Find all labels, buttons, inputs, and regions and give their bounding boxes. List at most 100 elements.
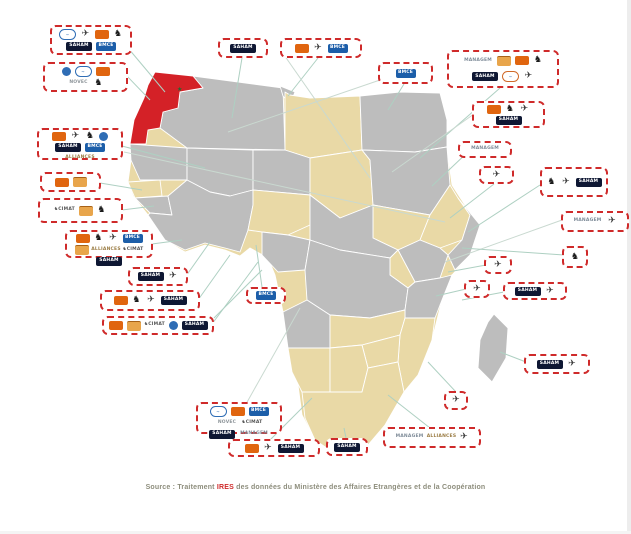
alliances-logo: ALLIANCES bbox=[91, 246, 121, 252]
ram-logo: ✈ bbox=[524, 71, 533, 82]
bcp-logo: ♞ bbox=[113, 29, 123, 39]
connector-line bbox=[444, 219, 563, 263]
connector-line bbox=[391, 113, 475, 173]
source-ires: IRES bbox=[216, 484, 234, 491]
company-box-b24: SAHAM ✈ bbox=[524, 354, 590, 374]
ram-logo: ✈ bbox=[608, 216, 616, 226]
company-box-b22: ✈ bbox=[464, 280, 490, 298]
company-box-b2: ∼ NOVEC ♞ bbox=[43, 62, 128, 92]
company-box-b26: MANAGEM ALLIANCES ✈ bbox=[383, 427, 481, 448]
company-box-b23: SAHAM ✈ bbox=[503, 282, 567, 300]
connector-line bbox=[467, 184, 541, 233]
ram-logo: ✈ bbox=[264, 442, 272, 453]
source-caption: Source : Traitement IRES des données du … bbox=[0, 484, 631, 491]
saham-logo: SAHAM bbox=[55, 143, 81, 152]
attijariwafa-logo bbox=[515, 56, 529, 66]
addoha-logo bbox=[75, 245, 89, 255]
company-box-b6: ♞ ✈ BMCE ALLIANCES ♞CIMAT SAHAM bbox=[65, 230, 153, 266]
page-edge-bottom bbox=[0, 531, 631, 534]
connector-line bbox=[427, 361, 457, 393]
company-box-b28: ✈ SAHAM bbox=[228, 439, 320, 457]
saham-logo: SAHAM bbox=[472, 72, 498, 82]
connector-line bbox=[449, 183, 495, 219]
company-box-b13: BMCE bbox=[378, 62, 433, 84]
attijariwafa-logo bbox=[108, 321, 123, 330]
company-box-b27: ∼ BMCE NOVEC ♞CIMAT SAHAM MANAGEM bbox=[196, 402, 282, 439]
saham-logo: SAHAM bbox=[66, 42, 92, 51]
connector-line bbox=[185, 241, 211, 277]
saham-logo: SAHAM bbox=[160, 296, 187, 305]
ram-logo: ✈ bbox=[562, 176, 570, 187]
connector-line bbox=[387, 83, 405, 111]
connector-line bbox=[123, 151, 446, 223]
bmce-logo: BMCE bbox=[256, 291, 276, 300]
attijariwafa-logo bbox=[294, 43, 309, 53]
bcp-logo: ♞ bbox=[132, 295, 141, 305]
ram-logo: ✈ bbox=[546, 285, 554, 296]
connector-line bbox=[343, 427, 347, 439]
company-box-b14: MANAGEM ♞ SAHAM ∼ ✈ bbox=[447, 50, 559, 88]
connector-line bbox=[419, 87, 501, 159]
bmce-logo: BMCE bbox=[96, 42, 116, 51]
bcp-logo: ♞ bbox=[547, 176, 556, 187]
company-box-b9: ♞CIMAT SAHAM bbox=[102, 316, 214, 335]
bmce-logo: BMCE bbox=[327, 43, 348, 53]
country-mauritania bbox=[129, 143, 188, 181]
saham-logo: SAHAM bbox=[96, 257, 122, 266]
company-box-b16: MANAGEM bbox=[458, 141, 512, 158]
managem-logo: MANAGEM bbox=[240, 431, 268, 437]
ram-logo: ✈ bbox=[452, 395, 460, 405]
connector-line bbox=[461, 247, 565, 256]
managem-logo: MANAGEM bbox=[395, 434, 424, 440]
ram-logo: ✈ bbox=[492, 169, 501, 180]
ram-logo: ✈ bbox=[147, 295, 155, 305]
morocco-flag-star-icon: ★ bbox=[177, 87, 183, 93]
company-box-b15: ♞ ✈ SAHAM bbox=[472, 101, 545, 128]
crest-logo bbox=[99, 132, 108, 141]
ram-logo: ✈ bbox=[520, 104, 529, 114]
connector-line bbox=[127, 47, 166, 93]
ram-logo: ✈ bbox=[494, 259, 502, 270]
attijariwafa-logo bbox=[244, 443, 259, 453]
connector-line bbox=[227, 79, 381, 133]
company-box-b20: ♞ bbox=[562, 246, 588, 268]
attijariwafa-logo bbox=[54, 177, 69, 187]
managem-logo: MANAGEM bbox=[471, 146, 499, 152]
connector-line bbox=[121, 205, 155, 211]
country-south-africa bbox=[301, 361, 405, 458]
country-morocco bbox=[129, 71, 204, 145]
bcp-logo: ♞ bbox=[97, 205, 106, 215]
company-box-b25: ✈ bbox=[444, 391, 468, 410]
company-box-b18: ♞ ✈ SAHAM bbox=[540, 167, 608, 197]
connector-line bbox=[447, 264, 487, 273]
bcp-logo: ♞ bbox=[94, 233, 103, 243]
attijariwafa-logo bbox=[113, 296, 128, 305]
cimat-logo: ♞CIMAT bbox=[144, 322, 165, 328]
attijariwafa-logo bbox=[95, 67, 110, 76]
saham-logo: SAHAM bbox=[230, 43, 256, 53]
saham-logo: SAHAM bbox=[209, 430, 235, 439]
connector-line bbox=[435, 288, 467, 297]
addoha-logo bbox=[78, 205, 93, 216]
saham-logo: SAHAM bbox=[536, 359, 563, 369]
company-box-b10: BMCE bbox=[246, 287, 286, 304]
connector-line bbox=[255, 244, 263, 288]
source-prefix: Source : Traitement bbox=[145, 484, 217, 491]
connector-line bbox=[99, 182, 143, 191]
novec-logo: NOVEC bbox=[217, 420, 237, 426]
connector-line bbox=[387, 394, 431, 429]
cimat-logo: ♞CIMAT bbox=[122, 246, 144, 252]
ram-logo: ✈ bbox=[314, 42, 322, 53]
connector-line bbox=[121, 145, 206, 169]
saham-logo: SAHAM bbox=[181, 321, 208, 330]
connector-line bbox=[211, 261, 259, 325]
swoosh-logo: ∼ bbox=[502, 71, 519, 83]
connector-line bbox=[125, 74, 151, 101]
managem-logo: MANAGEM bbox=[464, 57, 492, 63]
ram-logo: ✈ bbox=[460, 432, 468, 442]
cdg-logo: ∼ bbox=[209, 406, 227, 417]
bcp-logo: ♞ bbox=[505, 104, 515, 114]
country-madagascar bbox=[477, 313, 509, 383]
